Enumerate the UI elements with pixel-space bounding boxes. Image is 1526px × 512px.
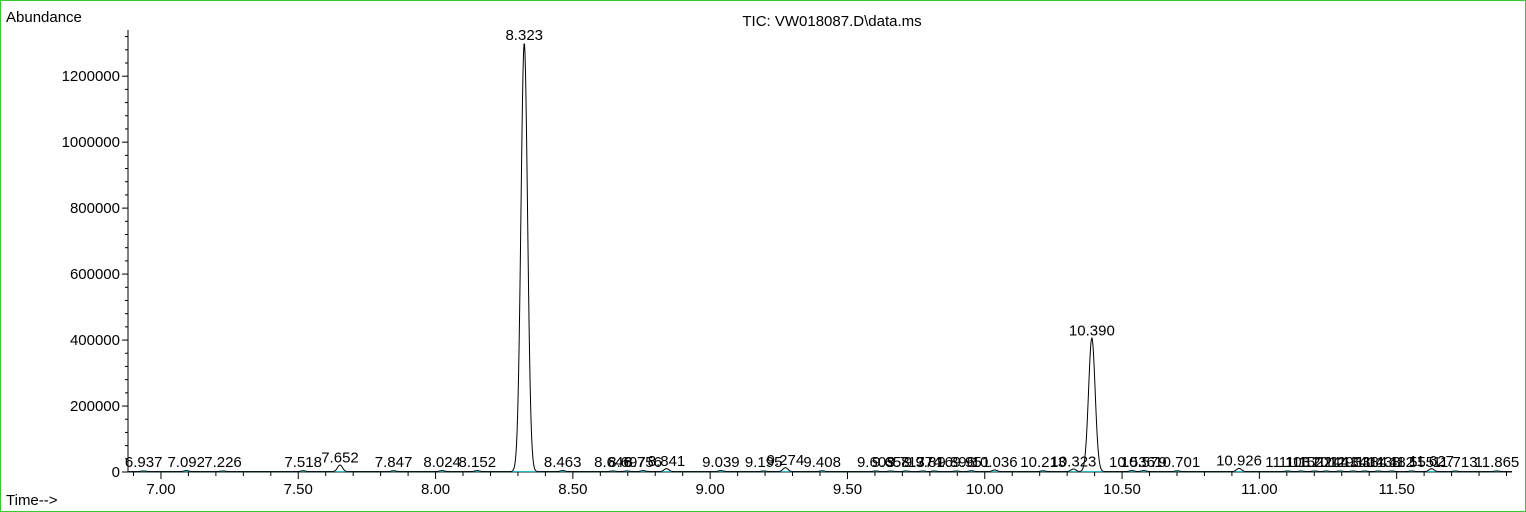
peak-label: 11.555	[1389, 454, 1434, 471]
peak-label: 11.482	[1369, 454, 1414, 471]
peak-label: 7.847	[375, 454, 413, 471]
peak-label: 9.816	[915, 454, 953, 471]
x-tick-label: 8.50	[558, 481, 587, 498]
x-tick-label: 10.00	[966, 481, 1004, 498]
x-tick-label: 7.00	[146, 481, 175, 498]
x-axis-label: Time-->	[6, 492, 58, 509]
peak-label: 9.896	[937, 454, 975, 471]
peak-label: 9.774	[904, 454, 942, 471]
peak-label: 11.152	[1279, 454, 1324, 471]
peak-label: 8.841	[648, 453, 686, 470]
peak-label: 6.937	[125, 454, 163, 471]
peak-label: 8.463	[544, 454, 582, 471]
peak-label: 11.433	[1356, 454, 1401, 471]
peak-label: 11.201	[1292, 454, 1337, 471]
peak-label: 8.697	[608, 454, 646, 471]
peak-label: 8.323	[505, 27, 543, 44]
y-tick-label: 0	[112, 464, 120, 481]
peak-label: 10.213	[1020, 454, 1066, 471]
peak-label: 9.274	[767, 452, 805, 469]
peak-label: 11.627	[1409, 453, 1454, 470]
y-tick-label: 400000	[70, 332, 120, 349]
peak-label: 8.646	[594, 454, 632, 471]
peak-label: 9.039	[702, 454, 740, 471]
peak-label: 11.341	[1331, 454, 1376, 471]
peak-label: 10.036	[972, 454, 1018, 471]
y-axis-label: Abundance	[6, 9, 82, 26]
peak-label: 11.103	[1265, 454, 1310, 471]
x-tick-label: 8.00	[421, 481, 450, 498]
x-tick-label: 11.00	[1241, 481, 1277, 498]
peak-label: 7.226	[204, 454, 242, 471]
peak-label: 11.865	[1475, 454, 1520, 471]
y-tick-label: 800000	[70, 200, 120, 217]
tick-labels: 0 200000 400000 600000 800000 1000000 1200000 7…	[62, 68, 1415, 498]
chart-title: TIC: VW018087.D\data.ms	[742, 13, 921, 30]
peak-label: 11.384	[1342, 454, 1387, 471]
peak-label: 8.756	[624, 454, 662, 471]
peak-label: 10.390	[1069, 322, 1115, 339]
peak-label: 7.092	[167, 454, 205, 471]
x-tick-label: 11.50	[1378, 481, 1414, 498]
peak-label: 10.579	[1121, 454, 1167, 471]
peak-label: 10.323	[1051, 453, 1097, 470]
peak-label: 8.024	[423, 454, 461, 471]
peak-label: 7.518	[284, 454, 322, 471]
peak-label: 11.244	[1304, 454, 1349, 471]
peak-label: 11.713	[1433, 454, 1478, 471]
peak-label: 7.652	[321, 449, 359, 466]
x-tick-label: 9.00	[696, 481, 725, 498]
y-tick-label: 1000000	[62, 134, 120, 151]
y-tick-label: 1200000	[62, 68, 120, 85]
x-tick-label: 9.50	[833, 481, 862, 498]
tick-marks	[122, 36, 1508, 479]
x-tick-label: 10.50	[1103, 481, 1141, 498]
peak-label: 10.926	[1216, 453, 1262, 470]
peak-label: 10.536	[1109, 454, 1155, 471]
peak-label: 9.658	[872, 454, 910, 471]
tic-trace	[128, 43, 1512, 473]
peak-label: 11.293	[1317, 454, 1362, 471]
peak-label: 9.408	[803, 454, 841, 471]
peak-label: 10.701	[1154, 454, 1200, 471]
peak-label: 9.951	[953, 454, 991, 471]
y-tick-label: 200000	[70, 398, 120, 415]
peak-label: 9.603	[857, 454, 895, 471]
y-tick-label: 600000	[70, 266, 120, 283]
peak-label: 9.195	[745, 454, 783, 471]
x-tick-label: 7.50	[284, 481, 313, 498]
peak-label: 9.713	[887, 454, 925, 471]
axes	[127, 30, 1512, 473]
peak-labels: 6.937 7.092 7.226 7.518 7.652 7.847 8.0248.152…	[125, 27, 1519, 471]
peak-label: 8.152	[459, 454, 497, 471]
